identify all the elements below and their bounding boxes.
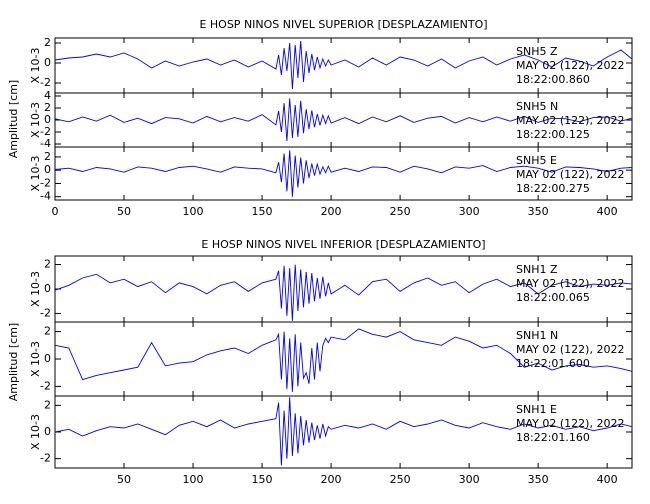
waveform (54, 98, 633, 142)
trace-annotation: 18:22:01.160 (516, 431, 590, 444)
trace-annotation: MAY 02 (122), 2022 (516, 114, 624, 127)
chart-title: E HOSP NINOS NIVEL SUPERIOR [DESPLAZAMIE… (199, 18, 487, 31)
y-axis-label: Amplitud [cm] (7, 80, 20, 158)
x-tick-label: 250 (390, 205, 411, 218)
waveform (54, 328, 633, 392)
trace-annotation: MAY 02 (122), 2022 (516, 417, 624, 430)
x-tick-label: 100 (183, 205, 204, 218)
y-tick-label: 0 (44, 163, 51, 176)
y-tick-label: -2 (40, 306, 51, 319)
y-tick-label: 2 (44, 150, 51, 163)
trace-annotation: 18:22:01.600 (516, 357, 590, 370)
x-tick-label: 150 (252, 473, 273, 486)
trace-annotation: MAY 02 (122), 2022 (516, 168, 624, 181)
waveform (54, 397, 633, 466)
y-tick-label: 0 (44, 113, 51, 126)
y-tick-label: -2 (40, 452, 51, 465)
trace-annotation: SNH1 N (516, 329, 558, 342)
trace-annotation: SNH1 Z (516, 263, 558, 276)
trace-annotation: SNH1 E (516, 403, 557, 416)
x-tick-label: 50 (117, 473, 131, 486)
trace-annotation: 18:22:00.125 (516, 128, 590, 141)
waveform (54, 150, 633, 197)
trace-annotation: MAY 02 (122), 2022 (516, 277, 624, 290)
y-tick-label: 2 (44, 325, 51, 338)
chart-title: E HOSP NINOS NIVEL INFERIOR [DESPLAZAMIE… (201, 238, 485, 251)
panel-frame (54, 146, 633, 201)
scale-label: X 10-3 (29, 102, 42, 138)
y-tick-label: 2 (44, 101, 51, 114)
y-tick-label: 2 (44, 258, 51, 271)
x-tick-label: 200 (321, 205, 342, 218)
x-tick-label: 300 (459, 473, 480, 486)
y-tick-label: -4 (40, 137, 51, 150)
y-tick-label: -2 (40, 125, 51, 138)
scale-label: X 10-3 (29, 48, 42, 84)
trace-annotation: MAY 02 (122), 2022 (516, 59, 624, 72)
trace-annotation: MAY 02 (122), 2022 (516, 343, 624, 356)
y-tick-label: -2 (40, 76, 51, 89)
scale-label: X 10-3 (29, 341, 42, 377)
trace-annotation: 18:22:00.860 (516, 73, 590, 86)
trace-annotation: SNH5 N (516, 100, 558, 113)
x-tick-label: 250 (390, 473, 411, 486)
y-tick-label: 2 (44, 398, 51, 411)
x-tick-label: 400 (597, 473, 618, 486)
y-tick-label: -4 (40, 190, 51, 203)
scale-label: X 10-3 (29, 156, 42, 192)
x-tick-label: 150 (252, 205, 273, 218)
y-tick-label: -2 (40, 176, 51, 189)
trace-annotation: 18:22:00.065 (516, 291, 590, 304)
scale-label: X 10-3 (29, 414, 42, 450)
x-tick-label: 50 (117, 205, 131, 218)
x-tick-label: 350 (528, 205, 549, 218)
y-tick-label: 0 (44, 425, 51, 438)
y-axis-label: Amplitud [cm] (7, 323, 20, 401)
trace-annotation: SNH5 Z (516, 45, 558, 58)
y-tick-label: 0 (44, 56, 51, 69)
trace-annotation: SNH5 E (516, 154, 557, 167)
y-tick-label: 0 (44, 352, 51, 365)
y-tick-label: -2 (40, 379, 51, 392)
waveform (54, 264, 633, 321)
x-tick-label: 100 (183, 473, 204, 486)
trace-annotation: 18:22:00.275 (516, 182, 590, 195)
x-tick-label: 300 (459, 205, 480, 218)
y-tick-label: 2 (44, 36, 51, 49)
y-tick-label: 0 (44, 282, 51, 295)
x-tick-label: 350 (528, 473, 549, 486)
x-tick-label: 0 (52, 205, 59, 218)
x-tick-label: 200 (321, 473, 342, 486)
waveform (54, 40, 633, 90)
x-tick-label: 400 (597, 205, 618, 218)
y-tick-label: 4 (44, 89, 51, 102)
scale-label: X 10-3 (29, 271, 42, 307)
